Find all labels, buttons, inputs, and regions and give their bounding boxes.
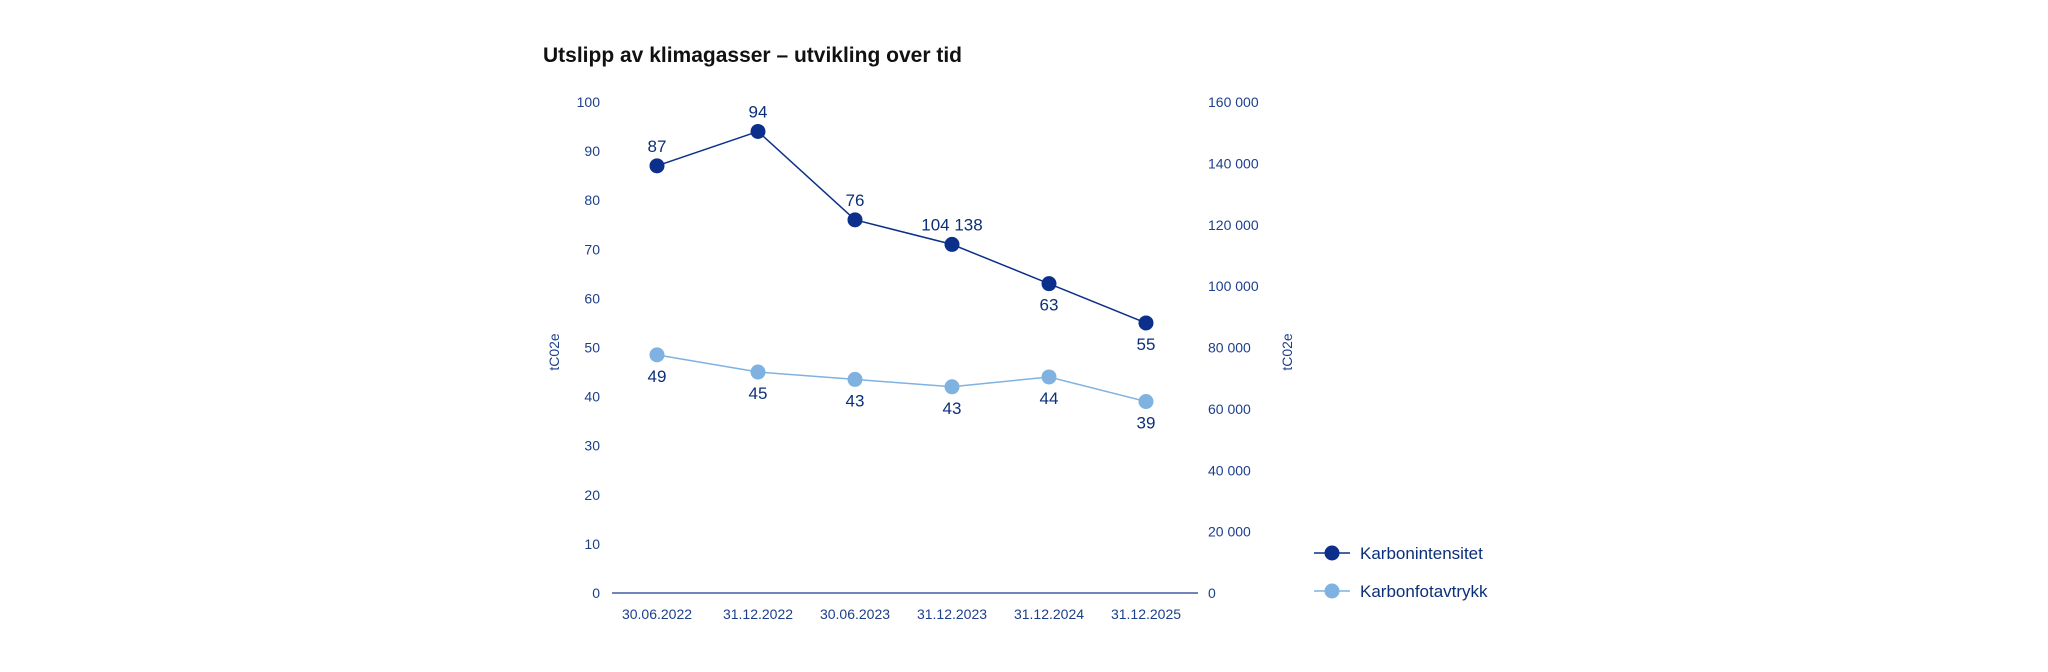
chart-title: Utslipp av klimagasser – utvikling over … (543, 44, 962, 67)
right-tick-label: 20 000 (1208, 524, 1251, 540)
legend-item: Karbonfotavtrykk (1314, 582, 1488, 601)
left-tick-label: 30 (584, 438, 600, 454)
x-tick-label: 31.12.2025 (1111, 606, 1181, 622)
x-tick-label: 30.06.2023 (820, 606, 890, 622)
series-line (656, 130, 1147, 324)
left-tick-label: 50 (584, 340, 600, 356)
legend-swatch-marker (1324, 545, 1340, 561)
data-label: 43 (846, 391, 865, 410)
data-point (944, 379, 960, 395)
right-axis-title: tC02e (1279, 333, 1295, 371)
data-label: 76 (846, 191, 865, 210)
right-axis-ticks: 0 20 000 40 000 60 000 80 000 100 000 120 000 1… (1208, 94, 1259, 601)
data-point (847, 371, 863, 387)
right-tick-label: 60 000 (1208, 401, 1251, 417)
x-tick-label: 30.06.2022 (622, 606, 692, 622)
series-1: 49 45 43 43 44 39 (648, 347, 1156, 433)
data-label: 44 (1040, 389, 1059, 408)
legend-label: Karbonintensitet (1360, 544, 1483, 563)
data-point (847, 212, 863, 228)
left-axis-ticks: 0 10 20 30 40 50 60 70 80 90 100 (577, 94, 601, 601)
data-label: 104 138 (921, 215, 982, 234)
legend-item: Karbonintensitet (1314, 544, 1483, 563)
right-tick-label: 40 000 (1208, 462, 1251, 478)
left-tick-label: 70 (584, 241, 600, 257)
data-point (649, 347, 665, 363)
data-point (750, 364, 766, 380)
data-label: 63 (1040, 296, 1059, 315)
x-tick-label: 31.12.2022 (723, 606, 793, 622)
right-tick-label: 120 000 (1208, 217, 1259, 233)
x-tick-label: 31.12.2024 (1014, 606, 1084, 622)
data-point (1041, 276, 1057, 292)
data-label: 39 (1137, 414, 1156, 433)
series-layer: 87 94 76 104 138 63 55 49 45 43 43 44 39 (648, 102, 1156, 432)
legend-swatch-marker (1324, 583, 1340, 599)
left-tick-label: 60 (584, 290, 600, 306)
left-tick-label: 20 (584, 487, 600, 503)
data-label: 55 (1137, 335, 1156, 354)
x-tick-label: 31.12.2023 (917, 606, 987, 622)
x-axis-ticks: 30.06.2022 31.12.2022 30.06.2023 31.12.2023… (622, 606, 1181, 622)
left-axis-title: tC02e (546, 333, 562, 371)
data-label: 45 (749, 384, 768, 403)
data-label: 94 (749, 102, 768, 121)
right-tick-label: 0 (1208, 585, 1216, 601)
left-tick-label: 40 (584, 389, 600, 405)
data-label: 43 (943, 399, 962, 418)
left-tick-label: 100 (577, 94, 601, 110)
data-point (750, 123, 766, 139)
data-point (1138, 315, 1154, 331)
left-tick-label: 10 (584, 536, 600, 552)
right-tick-label: 80 000 (1208, 340, 1251, 356)
right-tick-label: 140 000 (1208, 155, 1259, 171)
data-label: 87 (648, 137, 667, 156)
series-0: 87 94 76 104 138 63 55 (648, 102, 1156, 353)
data-label: 49 (648, 367, 667, 386)
legend-label: Karbonfotavtrykk (1360, 582, 1488, 601)
series-line (656, 354, 1147, 403)
data-point (944, 236, 960, 252)
legend: Karbonintensitet Karbonfotavtrykk (1314, 544, 1488, 601)
left-tick-label: 80 (584, 192, 600, 208)
left-tick-label: 90 (584, 143, 600, 159)
right-tick-label: 160 000 (1208, 94, 1259, 110)
left-tick-label: 0 (592, 585, 600, 601)
data-point (649, 158, 665, 174)
right-tick-label: 100 000 (1208, 278, 1259, 294)
data-point (1041, 369, 1057, 385)
data-point (1138, 394, 1154, 410)
